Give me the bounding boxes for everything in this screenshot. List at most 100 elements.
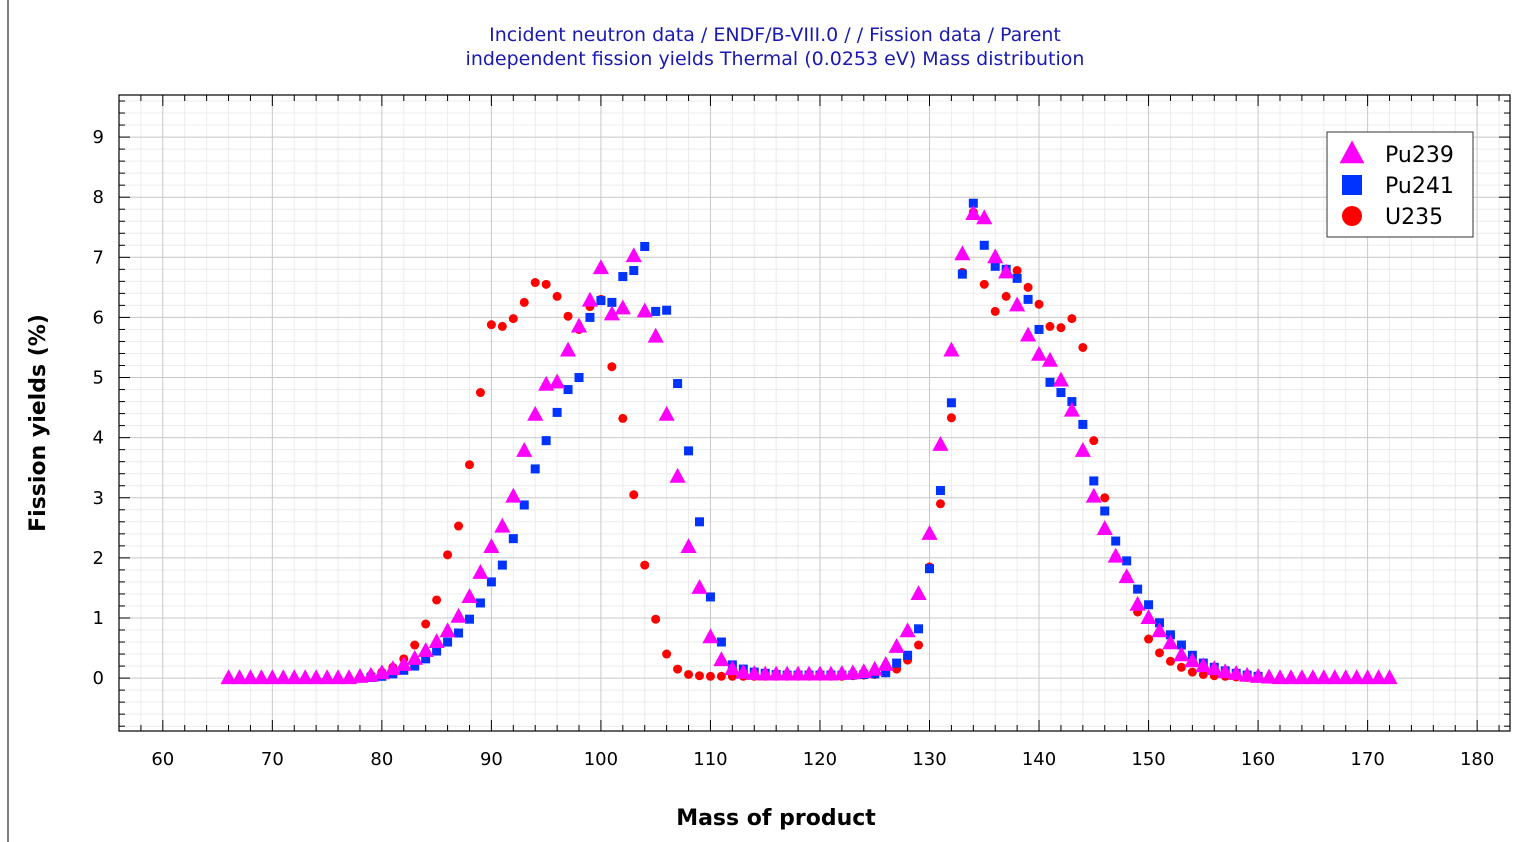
data-point-pu239 bbox=[329, 669, 347, 685]
data-point-pu239 bbox=[735, 663, 752, 679]
data-point-u235 bbox=[1100, 493, 1110, 503]
data-point-u235 bbox=[651, 614, 661, 624]
data-point-u235 bbox=[454, 521, 464, 531]
data-point-pu239 bbox=[1129, 595, 1146, 611]
data-point-pu239 bbox=[417, 642, 434, 658]
data-point-pu241 bbox=[454, 628, 464, 638]
data-point-u235 bbox=[486, 320, 496, 330]
data-point-pu239 bbox=[1228, 665, 1245, 680]
data-point-pu241 bbox=[662, 305, 672, 315]
data-point-u235 bbox=[946, 413, 956, 423]
data-point-u235 bbox=[530, 278, 540, 288]
data-point-pu241 bbox=[968, 198, 978, 208]
data-point-pu241 bbox=[552, 407, 562, 417]
series-pu241 bbox=[366, 198, 1263, 682]
data-point-u235 bbox=[607, 362, 617, 372]
data-point-pu239 bbox=[779, 665, 796, 681]
data-point-u235 bbox=[640, 560, 650, 570]
data-point-pu239 bbox=[1250, 668, 1267, 683]
y-tick-labels: 0 1 2 3 4 5 6 7 8 9 bbox=[93, 127, 104, 689]
data-point-pu239 bbox=[987, 248, 1004, 264]
data-point-pu241 bbox=[432, 646, 442, 656]
data-point-pu239 bbox=[275, 669, 292, 685]
data-point-pu241 bbox=[640, 241, 650, 251]
series-u235 bbox=[366, 207, 1263, 682]
data-point-pu239 bbox=[242, 669, 259, 685]
data-point-pu239 bbox=[406, 649, 423, 665]
data-point-pu241 bbox=[475, 598, 485, 608]
data-point-u235 bbox=[432, 595, 442, 605]
data-point-pu239 bbox=[1271, 669, 1289, 685]
data-point-u235 bbox=[1034, 299, 1044, 309]
data-point-pu239 bbox=[1315, 669, 1332, 685]
data-point-pu239 bbox=[1173, 646, 1190, 662]
data-point-pu239 bbox=[1217, 663, 1234, 679]
data-point-u235 bbox=[464, 460, 474, 470]
data-point-u235 bbox=[684, 669, 694, 679]
x-tick-label: 150 bbox=[1131, 749, 1165, 770]
data-point-pu239 bbox=[516, 442, 533, 457]
data-point-pu239 bbox=[450, 607, 467, 623]
plot-area-border bbox=[118, 94, 1511, 732]
x-tick-label: 130 bbox=[912, 749, 946, 770]
data-point-pu241 bbox=[881, 668, 891, 678]
data-point-pu239 bbox=[833, 665, 850, 680]
y-tick-label: 9 bbox=[93, 127, 104, 148]
data-point-pu239 bbox=[790, 665, 807, 681]
data-point-pu241 bbox=[716, 637, 726, 647]
x-tick-label: 80 bbox=[370, 749, 393, 770]
data-point-u235 bbox=[443, 550, 453, 560]
data-point-pu241 bbox=[935, 486, 945, 496]
data-point-pu239 bbox=[691, 579, 708, 594]
legend-marker-pu239 bbox=[1339, 140, 1365, 164]
data-point-pu241 bbox=[563, 385, 573, 395]
data-point-u235 bbox=[508, 314, 518, 324]
data-point-pu241 bbox=[410, 661, 420, 671]
data-point-pu239 bbox=[1206, 660, 1223, 676]
data-point-pu239 bbox=[308, 669, 325, 685]
data-point-pu239 bbox=[910, 585, 927, 600]
y-tick-label: 2 bbox=[93, 548, 104, 569]
data-point-pu239 bbox=[439, 622, 456, 638]
data-point-pu241 bbox=[607, 297, 617, 307]
data-point-pu241 bbox=[1067, 397, 1077, 407]
data-point-u235 bbox=[914, 640, 924, 650]
data-point-pu241 bbox=[1023, 294, 1033, 304]
data-point-u235 bbox=[935, 499, 945, 509]
x-tick-label: 160 bbox=[1241, 749, 1275, 770]
data-point-pu241 bbox=[892, 658, 902, 668]
data-point-pu241 bbox=[497, 560, 507, 570]
data-point-u235 bbox=[1012, 266, 1022, 276]
data-point-pu241 bbox=[1089, 476, 1099, 486]
data-point-pu239 bbox=[768, 665, 785, 681]
data-point-pu241 bbox=[946, 398, 956, 408]
data-point-pu241 bbox=[694, 517, 704, 527]
legend-label-pu239: Pu239 bbox=[1385, 143, 1454, 168]
data-point-pu239 bbox=[1381, 669, 1398, 685]
data-point-pu239 bbox=[297, 669, 314, 685]
data-point-u235 bbox=[662, 649, 672, 659]
data-point-u235 bbox=[541, 279, 551, 289]
data-point-u235 bbox=[1155, 648, 1165, 658]
data-point-pu239 bbox=[669, 467, 686, 483]
data-point-pu239 bbox=[965, 205, 982, 221]
data-point-pu239 bbox=[461, 588, 478, 603]
data-point-pu239 bbox=[264, 669, 281, 685]
y-tick-label: 7 bbox=[93, 247, 104, 268]
data-point-u235 bbox=[673, 664, 683, 674]
data-point-u235 bbox=[705, 671, 715, 681]
legend-label-u235: U235 bbox=[1385, 205, 1443, 230]
data-point-pu239 bbox=[1184, 652, 1201, 668]
x-axis-title: Mass of product bbox=[676, 806, 876, 831]
data-point-pu239 bbox=[1304, 669, 1321, 685]
data-point-pu239 bbox=[220, 669, 237, 685]
data-point-u235 bbox=[1067, 314, 1077, 324]
data-point-pu241 bbox=[486, 577, 496, 587]
data-point-u235 bbox=[629, 490, 639, 500]
data-point-pu239 bbox=[954, 245, 971, 261]
data-point-pu239 bbox=[1041, 351, 1059, 367]
data-point-u235 bbox=[1165, 656, 1175, 666]
data-point-pu239 bbox=[888, 637, 905, 653]
data-point-pu239 bbox=[428, 633, 445, 649]
